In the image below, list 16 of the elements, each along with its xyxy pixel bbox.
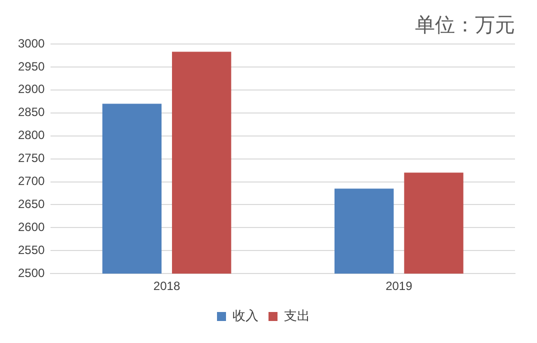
y-tick-label: 2500 xyxy=(18,266,46,280)
legend-label: 收入 xyxy=(232,308,258,324)
x-tick-label: 2018 xyxy=(153,279,180,294)
legend-label: 支出 xyxy=(284,308,310,324)
y-tick-label: 2600 xyxy=(18,220,46,234)
y-tick-label: 2750 xyxy=(18,151,46,166)
y-tick-label: 2850 xyxy=(18,105,46,120)
y-tick-label: 2550 xyxy=(18,242,46,257)
y-tick-label: 2950 xyxy=(18,59,46,74)
x-tick-label: 2019 xyxy=(386,279,413,294)
y-tick-label: 2800 xyxy=(18,128,46,142)
y-tick-label: 2700 xyxy=(18,174,46,188)
y-tick-label: 2900 xyxy=(18,82,46,96)
y-tick-label: 2650 xyxy=(18,197,46,212)
chart-title: 单位：万元 xyxy=(415,14,515,37)
y-tick-label: 3000 xyxy=(18,36,46,50)
